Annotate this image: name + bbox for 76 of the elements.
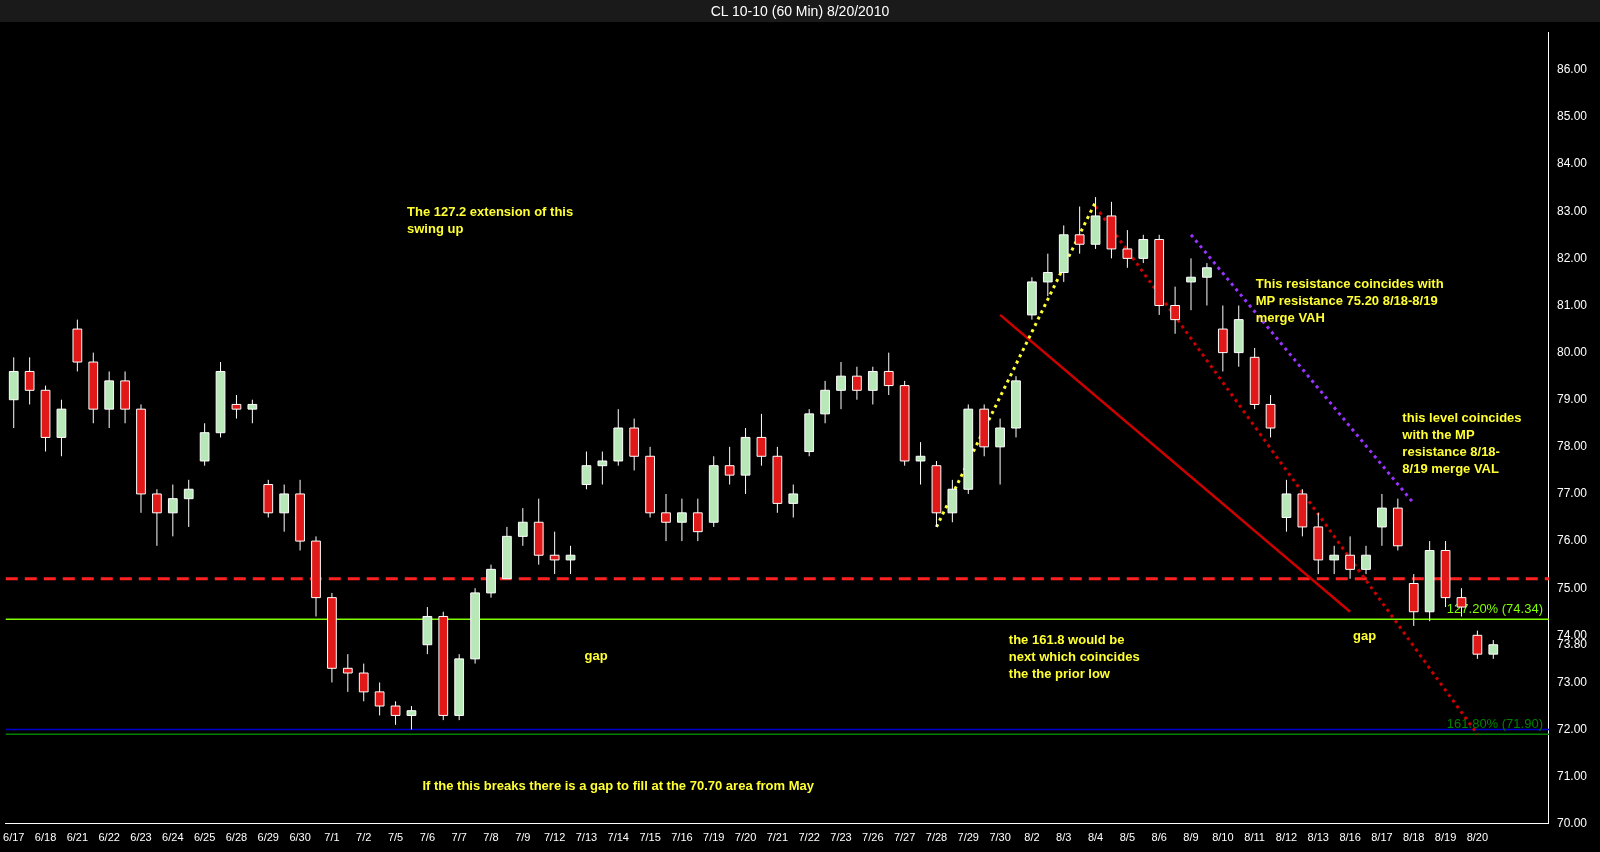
- annotation: this level coincides with the MP resistance 8/18- 8/19 merge VAL: [1401, 410, 1522, 477]
- x-tick-label: 6/25: [193, 831, 216, 844]
- x-tick-label: 6/29: [257, 831, 279, 844]
- x-tick-label: 7/21: [766, 831, 789, 844]
- x-tick-label: 8/11: [1244, 831, 1265, 844]
- annotation: gap: [584, 647, 608, 663]
- x-tick-label: 7/15: [639, 831, 661, 844]
- x-tick-label: 7/22: [798, 831, 820, 844]
- y-tick-label: 84.00: [1556, 156, 1588, 171]
- y-tick-label: 75.00: [1556, 580, 1588, 595]
- x-tick-label: 7/8: [483, 831, 499, 844]
- y-tick-label: 70.00: [1556, 816, 1588, 831]
- y-tick-label: 78.00: [1556, 439, 1588, 454]
- x-tick-label: 7/28: [925, 831, 948, 844]
- x-tick-label: 7/19: [703, 831, 725, 844]
- x-tick-label: 6/17: [3, 831, 25, 844]
- y-tick-label: 79.00: [1556, 392, 1588, 407]
- y-tick-label: 76.00: [1556, 533, 1588, 548]
- x-tick-label: 7/9: [515, 831, 531, 844]
- x-tick-label: 6/23: [130, 831, 152, 844]
- x-tick-label: 8/9: [1183, 831, 1199, 844]
- x-tick-label: 8/17: [1371, 831, 1393, 844]
- annotation: the 161.8 would be next which coincides the the prior low: [1008, 631, 1140, 681]
- x-tick-label: 7/20: [734, 831, 757, 844]
- x-tick-label: 7/1: [324, 831, 340, 844]
- annotation: If the this breaks there is a gap to fill at the 70.70 area from May: [422, 778, 815, 794]
- x-tick-label: 7/27: [893, 831, 916, 844]
- y-tick-label: 72.00: [1556, 721, 1588, 736]
- x-tick-label: 6/28: [225, 831, 248, 844]
- x-tick-label: 8/16: [1339, 831, 1361, 844]
- y-tick-label: 82.00: [1556, 250, 1588, 265]
- x-tick-label: 8/10: [1212, 831, 1234, 844]
- x-tick-label: 7/12: [543, 831, 566, 844]
- annotation: The 127.2 extension of this swing up: [407, 204, 574, 237]
- y-tick-label: 77.00: [1556, 486, 1588, 501]
- y-tick-label: 73.80: [1556, 637, 1588, 652]
- ref-line-label: 161.80% (71.90): [1446, 716, 1543, 732]
- x-tick-label: 6/24: [162, 831, 184, 844]
- x-tick-label: 8/2: [1024, 831, 1040, 844]
- x-tick-label: 8/12: [1275, 831, 1298, 844]
- x-tick-label: 8/18: [1403, 831, 1425, 844]
- x-tick-label: 8/19: [1434, 831, 1457, 844]
- x-tick-label: 8/4: [1087, 831, 1104, 844]
- candlestick: [661, 493, 671, 542]
- candlestick: [677, 498, 687, 542]
- x-tick-label: 8/3: [1056, 831, 1072, 844]
- y-tick-label: 71.00: [1556, 768, 1588, 783]
- x-tick-label: 6/30: [289, 831, 311, 844]
- x-tick-label: 7/29: [957, 831, 979, 844]
- annotation: This resistance coincides with MP resistance 75.20 8/18-8/19 merge VAH: [1255, 275, 1444, 325]
- x-tick-label: 6/18: [34, 831, 57, 844]
- y-tick-label: 73.00: [1556, 674, 1588, 689]
- y-tick-label: 85.00: [1556, 109, 1588, 124]
- x-tick-label: 8/6: [1151, 831, 1167, 844]
- x-tick-label: 7/5: [387, 831, 404, 844]
- x-tick-label: 8/20: [1466, 831, 1489, 844]
- y-tick-label: 83.00: [1556, 203, 1588, 218]
- x-tick-label: 7/16: [671, 831, 693, 844]
- annotation: gap: [1352, 627, 1377, 643]
- chart-title: CL 10-10 (60 Min) 8/20/2010: [0, 0, 1600, 22]
- x-tick-label: 7/2: [356, 831, 372, 844]
- x-tick-label: 6/22: [98, 831, 120, 844]
- y-tick-label: 80.00: [1556, 344, 1588, 359]
- y-tick-label: 81.00: [1556, 297, 1588, 312]
- candlestick: [1202, 262, 1212, 306]
- x-tick-label: 7/23: [830, 831, 852, 844]
- x-tick-label: 6/21: [66, 831, 89, 844]
- x-tick-label: 7/14: [607, 831, 629, 844]
- x-tick-label: 8/13: [1307, 831, 1329, 844]
- x-tick-label: 7/13: [575, 831, 598, 844]
- x-tick-label: 7/26: [862, 831, 884, 844]
- x-tick-label: 7/7: [451, 831, 467, 844]
- x-tick-label: 8/5: [1119, 831, 1136, 844]
- x-tick-label: 7/6: [419, 831, 436, 844]
- x-tick-label: 7/30: [989, 831, 1011, 844]
- y-tick-label: 86.00: [1556, 62, 1588, 77]
